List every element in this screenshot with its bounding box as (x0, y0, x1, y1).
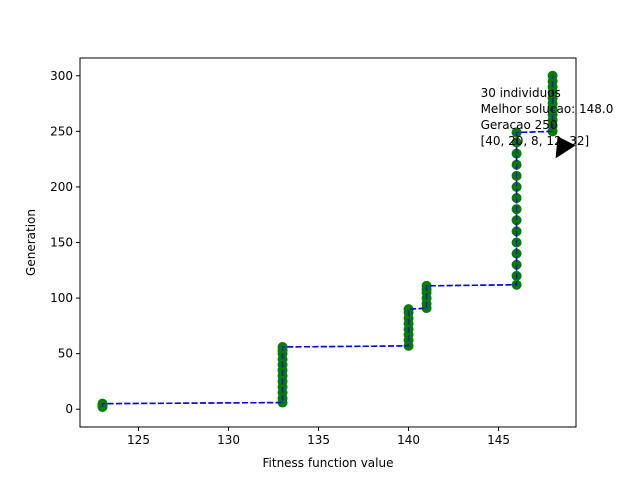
x-axis-ticks: 125 130 135 140 145 (127, 427, 510, 447)
annotation-line: [40, 20, 8, 12, 32] (481, 134, 590, 148)
x-tick-label: 145 (487, 433, 510, 447)
annotation-text: 30 individuos Melhor solucao: 148.0 Gera… (481, 86, 614, 148)
data-point (511, 148, 522, 159)
y-tick-label: 0 (65, 402, 73, 416)
y-tick-label: 200 (50, 180, 73, 194)
annotation-line: 30 individuos (481, 86, 561, 100)
y-axis-label: Generation (24, 209, 38, 276)
x-tick-label: 140 (397, 433, 420, 447)
annotation-arrow-layer (555, 136, 576, 159)
series-line-overlay (101, 75, 554, 407)
annotation-line: Melhor solucao: 148.0 (481, 102, 614, 116)
x-tick-label: 125 (127, 433, 150, 447)
annotation-line: Geracao 250 (481, 118, 558, 132)
y-axis-ticks: 0 50 100 150 200 250 300 (50, 69, 80, 416)
data-point (403, 304, 414, 315)
y-tick-label: 50 (58, 347, 73, 361)
series-markers-layer (97, 70, 558, 412)
annotation-arrow-head (555, 136, 576, 159)
y-tick-label: 250 (50, 124, 73, 138)
data-point (511, 181, 522, 192)
y-tick-label: 300 (50, 69, 73, 83)
x-axis-label: Fitness function value (263, 456, 394, 470)
y-tick-label: 150 (50, 236, 73, 250)
x-tick-label: 130 (217, 433, 240, 447)
y-tick-label: 100 (50, 291, 73, 305)
x-tick-label: 135 (307, 433, 330, 447)
